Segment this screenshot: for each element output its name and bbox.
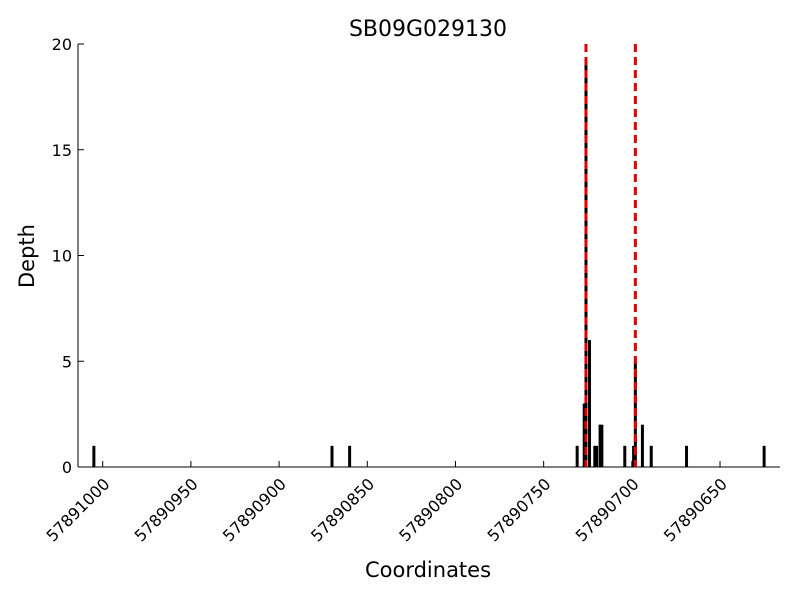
bar bbox=[762, 445, 766, 467]
x-tick-label: 57890700 bbox=[572, 474, 643, 545]
bar bbox=[330, 445, 334, 467]
x-tick-label: 57890850 bbox=[307, 474, 378, 545]
bar bbox=[575, 445, 579, 467]
bar bbox=[685, 445, 689, 467]
x-tick-label: 57890800 bbox=[395, 474, 466, 545]
bar bbox=[593, 445, 597, 467]
bar bbox=[632, 445, 636, 467]
x-tick-label: 57891000 bbox=[43, 474, 114, 545]
bar bbox=[623, 445, 627, 467]
bar bbox=[598, 424, 602, 467]
x-tick-label: 57890650 bbox=[660, 474, 731, 545]
y-tick-label: 15 bbox=[52, 141, 72, 160]
chart-title: SB09G029130 bbox=[349, 17, 507, 42]
bar bbox=[582, 403, 586, 467]
bar bbox=[348, 445, 352, 467]
bar bbox=[649, 445, 653, 467]
x-tick-label: 57890900 bbox=[219, 474, 290, 545]
y-tick-label: 5 bbox=[62, 352, 72, 371]
x-tick-label: 57890750 bbox=[483, 474, 554, 545]
y-tick-label: 0 bbox=[62, 458, 72, 477]
bar bbox=[600, 424, 604, 467]
bar bbox=[92, 445, 96, 467]
bar bbox=[588, 340, 592, 467]
bar bbox=[640, 424, 644, 467]
y-tick-label: 10 bbox=[52, 247, 72, 266]
x-axis-label: Coordinates bbox=[365, 558, 491, 582]
x-tick-label: 57890950 bbox=[131, 474, 202, 545]
y-tick-label: 20 bbox=[52, 35, 72, 54]
bar bbox=[595, 445, 599, 467]
y-axis-label: Depth bbox=[15, 224, 39, 288]
